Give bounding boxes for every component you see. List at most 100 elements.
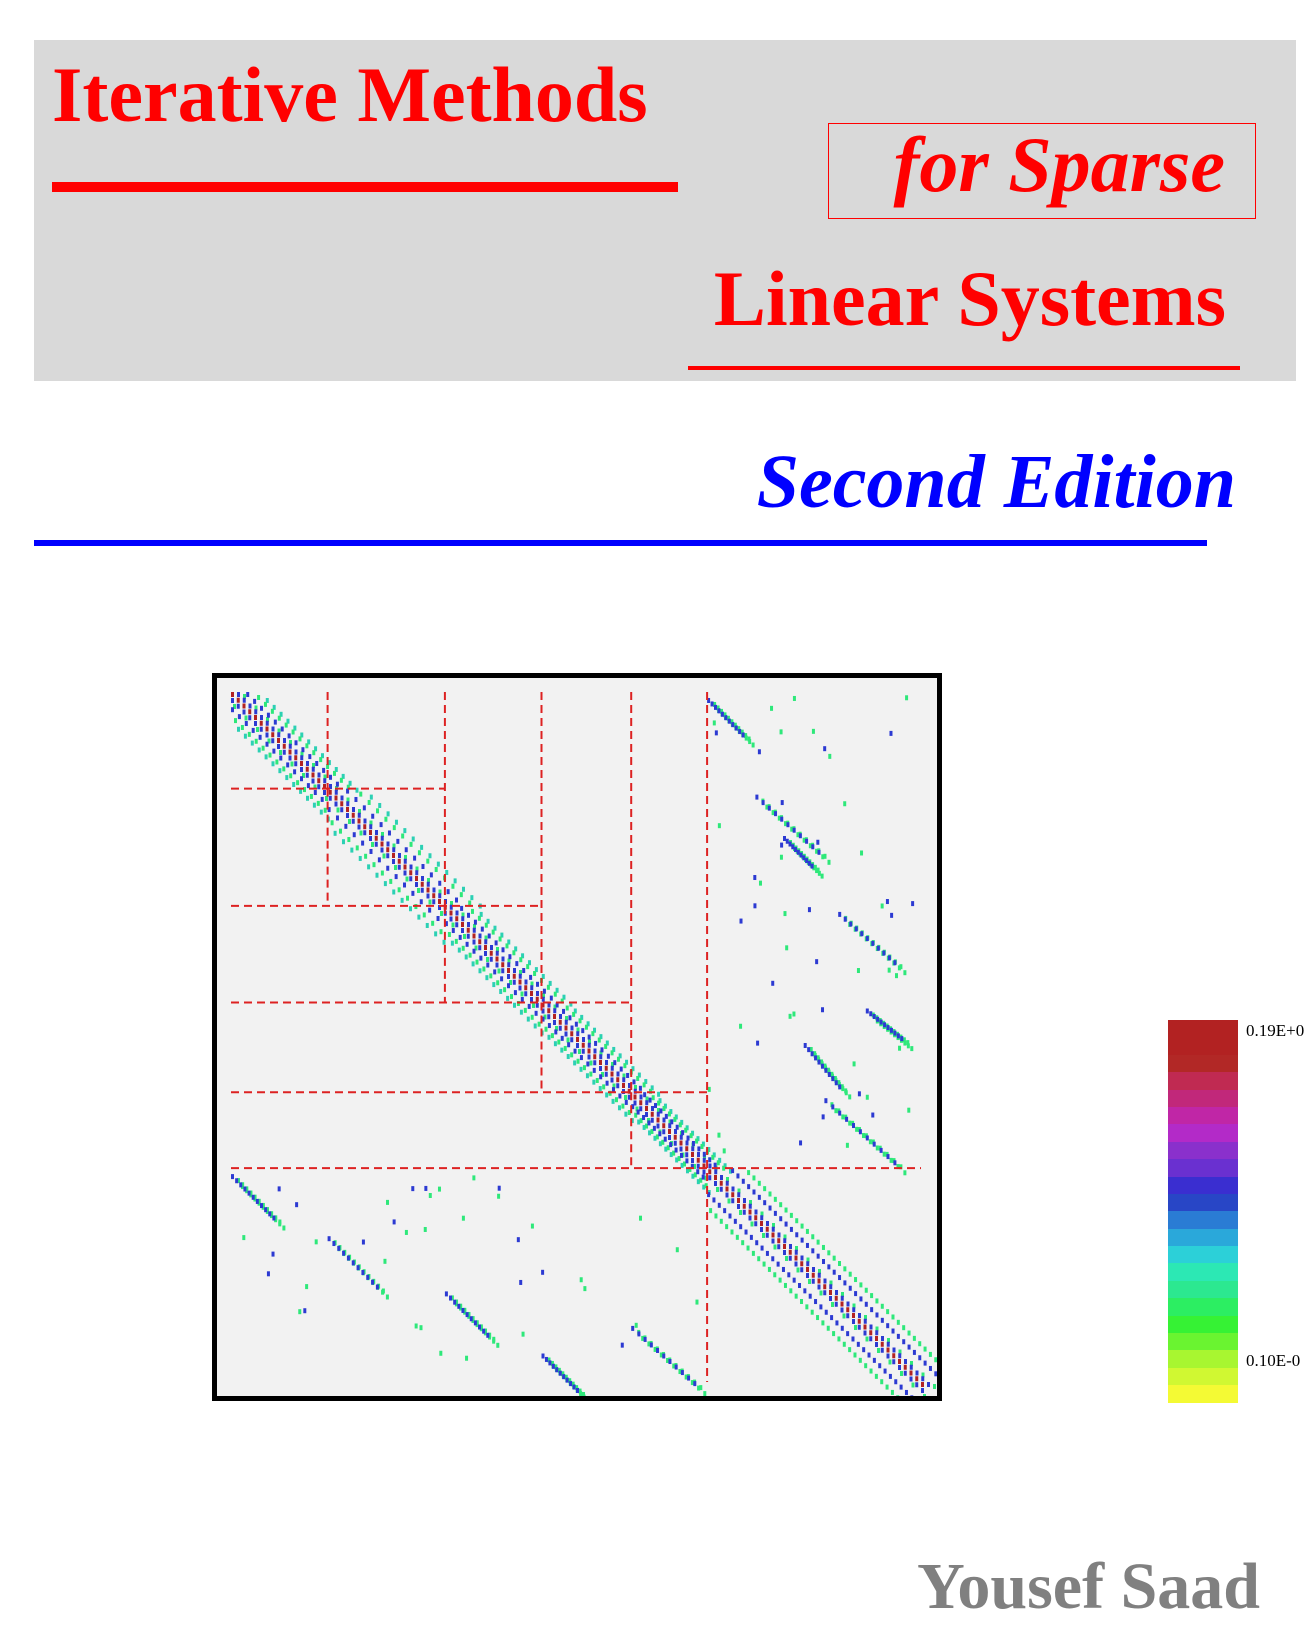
matrix-entry xyxy=(784,1207,788,1213)
matrix-entry xyxy=(461,912,465,918)
matrix-entry xyxy=(289,740,292,745)
matrix-entry xyxy=(277,744,280,749)
matrix-entry xyxy=(875,1326,879,1332)
matrix-entry xyxy=(821,1320,825,1326)
matrix-entry xyxy=(307,739,311,745)
matrix-entry xyxy=(334,789,338,795)
matrix-entry xyxy=(534,967,538,973)
matrix-entry xyxy=(425,922,429,928)
matrix-entry xyxy=(755,1240,759,1246)
matrix-entry xyxy=(748,1215,752,1221)
matrix-entry xyxy=(300,732,304,738)
matrix-entry xyxy=(693,1381,697,1387)
matrix-entry xyxy=(420,844,424,850)
matrix-entry xyxy=(785,1256,788,1261)
matrix-entry xyxy=(823,1063,827,1069)
matrix-entry xyxy=(704,1175,708,1181)
matrix-entry xyxy=(389,878,393,884)
matrix-entry xyxy=(362,805,366,811)
matrix-entry xyxy=(446,889,450,895)
matrix-entry xyxy=(760,1245,764,1251)
matrix-entry xyxy=(869,1368,873,1374)
matrix-entry xyxy=(484,939,488,945)
matrix-entry xyxy=(845,1142,849,1148)
diagonal-entry xyxy=(570,1031,574,1037)
matrix-entry xyxy=(645,1100,649,1106)
matrix-entry xyxy=(346,784,350,790)
diagonal-entry xyxy=(811,1272,815,1278)
matrix-entry xyxy=(569,1001,573,1007)
colorbar-swatch xyxy=(1168,1193,1238,1212)
matrix-entry xyxy=(513,968,516,973)
matrix-entry xyxy=(643,1336,647,1342)
matrix-entry xyxy=(518,985,522,991)
matrix-entry xyxy=(645,1096,649,1102)
matrix-entry xyxy=(664,1113,668,1119)
diagonal-entry xyxy=(898,1359,901,1364)
matrix-entry xyxy=(302,773,305,778)
matrix-entry xyxy=(530,997,533,1002)
matrix-entry xyxy=(771,980,775,986)
matrix-entry xyxy=(637,1072,641,1078)
matrix-entry xyxy=(486,957,489,962)
diagonal-entry xyxy=(673,1134,677,1140)
matrix-entry xyxy=(822,1259,826,1265)
matrix-entry xyxy=(306,795,309,801)
matrix-entry xyxy=(860,850,864,856)
matrix-entry xyxy=(746,1245,750,1251)
matrix-entry xyxy=(708,1175,712,1181)
matrix-entry xyxy=(628,1083,631,1088)
matrix-entry xyxy=(713,1162,717,1168)
matrix-entry xyxy=(751,1250,755,1256)
matrix-entry xyxy=(693,1164,696,1169)
matrix-entry xyxy=(852,1307,856,1313)
matrix-entry xyxy=(835,1320,839,1326)
matrix-entry xyxy=(857,1091,861,1097)
matrix-entry xyxy=(817,849,821,855)
diagonal-entry xyxy=(581,1042,585,1048)
matrix-entry xyxy=(669,1152,673,1158)
matrix-entry xyxy=(642,1082,646,1088)
matrix-entry xyxy=(840,1295,844,1301)
matrix-entry xyxy=(777,815,781,821)
matrix-entry xyxy=(862,1133,865,1139)
matrix-entry xyxy=(541,974,545,979)
colorbar-swatch xyxy=(1168,1280,1238,1299)
matrix-entry xyxy=(717,1132,721,1138)
matrix-entry xyxy=(611,1098,615,1104)
matrix-entry xyxy=(568,1015,572,1021)
matrix-entry xyxy=(247,1190,251,1196)
matrix-entry xyxy=(783,911,787,917)
matrix-entry xyxy=(647,1120,651,1126)
matrix-entry xyxy=(254,709,258,715)
matrix-entry xyxy=(421,876,424,881)
matrix-entry xyxy=(864,1363,868,1369)
matrix-entry xyxy=(346,1255,350,1261)
matrix-entry xyxy=(479,1324,483,1330)
matrix-entry xyxy=(484,1328,488,1334)
matrix-entry xyxy=(404,847,408,853)
matrix-entry xyxy=(319,757,323,763)
matrix-entry xyxy=(465,1355,469,1361)
matrix-entry xyxy=(398,853,401,858)
diagonal-entry xyxy=(294,755,298,761)
matrix-entry xyxy=(780,842,784,848)
matrix-entry xyxy=(631,1104,635,1110)
matrix-entry xyxy=(869,1011,873,1017)
matrix-entry xyxy=(285,775,289,781)
matrix-entry xyxy=(808,1279,811,1284)
diagonal-entry xyxy=(495,956,499,962)
diagonal-entry xyxy=(650,1111,654,1117)
matrix-entry xyxy=(771,1238,775,1244)
matrix-entry xyxy=(521,1331,525,1337)
matrix-entry xyxy=(835,1290,838,1295)
matrix-entry xyxy=(817,870,821,876)
matrix-entry xyxy=(434,867,438,873)
matrix-entry xyxy=(744,733,748,739)
matrix-entry xyxy=(411,836,415,842)
matrix-entry xyxy=(344,823,348,829)
matrix-entry xyxy=(790,826,794,832)
matrix-entry xyxy=(522,968,526,973)
matrix-entry xyxy=(461,886,465,892)
matrix-entry xyxy=(438,893,442,899)
